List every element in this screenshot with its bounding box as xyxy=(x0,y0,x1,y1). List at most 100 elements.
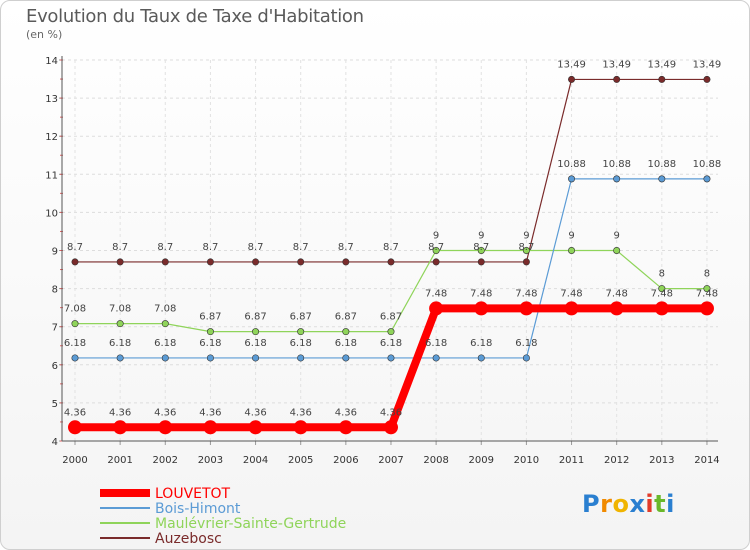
data-point xyxy=(432,354,440,362)
data-label: 6.18 xyxy=(380,338,402,349)
data-point xyxy=(206,354,214,362)
data-label: 9 xyxy=(523,231,529,242)
labels-auzebosc: 8.7 8.7 8.7 8.7 8.7 8.7 8.7 8.7 8.7 8.7 8.7 13.49 13… xyxy=(67,59,721,252)
data-label: 8.7 xyxy=(428,242,444,253)
data-point xyxy=(613,75,621,83)
data-point xyxy=(703,75,711,83)
data-point xyxy=(609,301,624,316)
logo-letter: r xyxy=(600,490,613,518)
data-label: 9 xyxy=(568,231,574,242)
data-label: 7.08 xyxy=(64,304,86,315)
y-tick-label: 8 xyxy=(52,285,58,296)
x-tick-label: 2012 xyxy=(604,455,629,466)
unit-label: (en %) xyxy=(26,28,63,41)
data-label: 6.18 xyxy=(199,338,221,349)
data-point xyxy=(522,247,530,255)
series-auzebosc xyxy=(71,75,711,266)
data-label: 6.18 xyxy=(335,338,357,349)
y-tick-label: 14 xyxy=(45,56,58,67)
data-point xyxy=(522,258,530,266)
y-tick-label: 13 xyxy=(45,94,58,105)
data-label: 10.88 xyxy=(602,159,631,170)
data-label: 7.48 xyxy=(560,288,582,299)
data-point xyxy=(432,258,440,266)
logo-letter: x xyxy=(629,490,646,518)
data-label: 6.18 xyxy=(515,338,537,349)
data-point xyxy=(252,258,260,266)
data-label: 6.18 xyxy=(290,338,312,349)
data-point xyxy=(68,420,82,435)
data-point xyxy=(387,328,395,336)
data-label: 6.18 xyxy=(154,338,176,349)
x-tick-label: 2000 xyxy=(62,455,87,466)
x-tick-label: 2009 xyxy=(469,455,494,466)
logo-letter: i xyxy=(645,490,655,518)
chart-title: Evolution du Taux de Taxe d'Habitation xyxy=(26,6,364,27)
data-point xyxy=(338,420,353,435)
x-tick-label: 2005 xyxy=(288,455,313,466)
y-tick-label: 9 xyxy=(52,247,58,258)
logo-letter: P xyxy=(582,490,601,518)
data-label: 4.36 xyxy=(290,407,312,418)
data-label: 8.7 xyxy=(293,242,309,253)
data-point xyxy=(252,328,260,336)
data-label: 7.48 xyxy=(606,288,628,299)
data-label: 6.18 xyxy=(425,338,447,349)
data-point xyxy=(203,420,218,435)
x-tick-label: 2007 xyxy=(378,455,403,466)
legend-label: Bois-Himont xyxy=(155,501,241,517)
logo-letter: t xyxy=(654,490,667,518)
data-label: 7.48 xyxy=(515,288,537,299)
data-label: 13.49 xyxy=(647,59,676,70)
data-point xyxy=(477,354,485,362)
data-label: 13.49 xyxy=(557,59,586,70)
data-point xyxy=(158,420,173,435)
data-point xyxy=(522,354,530,362)
data-point xyxy=(477,247,485,255)
x-tick-label: 2013 xyxy=(649,455,674,466)
data-label: 8 xyxy=(659,269,665,280)
data-point xyxy=(71,354,79,362)
x-tick-label: 2006 xyxy=(333,455,358,466)
y-tick-label: 12 xyxy=(45,132,58,143)
data-label: 4.36 xyxy=(154,407,176,418)
data-point xyxy=(161,354,169,362)
data-label: 8.7 xyxy=(383,242,399,253)
data-point xyxy=(654,301,669,316)
y-tick-label: 7 xyxy=(52,323,58,334)
data-point xyxy=(116,258,124,266)
data-label: 9 xyxy=(613,231,619,242)
data-label: 7.48 xyxy=(425,288,447,299)
data-point xyxy=(429,301,444,316)
data-label: 13.49 xyxy=(693,59,722,70)
data-point xyxy=(161,320,169,328)
x-tick-label: 2003 xyxy=(198,455,223,466)
data-label: 7.48 xyxy=(470,288,492,299)
data-label: 6.18 xyxy=(244,338,266,349)
data-label: 6.87 xyxy=(199,312,221,323)
data-point xyxy=(116,354,124,362)
x-tick-label: 2014 xyxy=(694,455,719,466)
data-label: 8.7 xyxy=(473,242,489,253)
data-label: 4.36 xyxy=(64,407,86,418)
data-point xyxy=(71,258,79,266)
data-label: 8.7 xyxy=(202,242,218,253)
series-layer xyxy=(68,75,714,435)
data-point xyxy=(658,175,666,183)
y-tick-label: 5 xyxy=(52,399,58,410)
logo-letter: o xyxy=(612,490,630,518)
data-label: 10.88 xyxy=(693,159,722,170)
data-label: 9 xyxy=(478,231,484,242)
data-label: 13.49 xyxy=(602,59,631,70)
data-point xyxy=(387,258,395,266)
x-tick-label: 2001 xyxy=(107,455,132,466)
data-point xyxy=(206,328,214,336)
data-point xyxy=(113,420,128,435)
data-label: 7.08 xyxy=(154,304,176,315)
data-point xyxy=(342,258,350,266)
data-label: 7.48 xyxy=(651,288,673,299)
data-label: 6.18 xyxy=(109,338,131,349)
data-label: 6.18 xyxy=(470,338,492,349)
x-tick-label: 2011 xyxy=(559,455,584,466)
